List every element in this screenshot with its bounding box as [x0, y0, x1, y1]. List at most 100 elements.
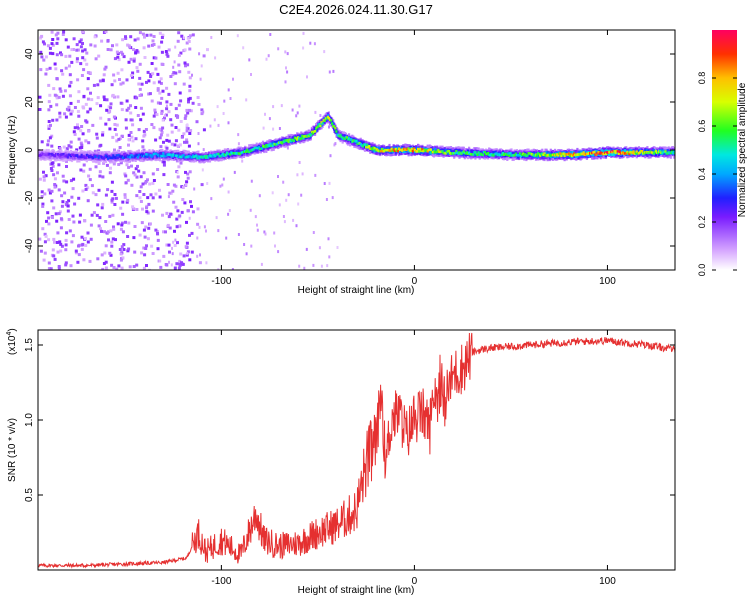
- noise-cell: [112, 266, 116, 269]
- noise-cell: [229, 97, 232, 100]
- noise-cell: [88, 71, 92, 75]
- noise-cell: [58, 210, 62, 214]
- ridge-cell: [86, 154, 89, 157]
- noise-cell: [90, 184, 94, 188]
- ridge-cell: [535, 154, 539, 157]
- noise-cell: [143, 56, 147, 59]
- noise-cell: [146, 178, 149, 182]
- noise-cell: [122, 55, 126, 59]
- noise-cell: [65, 231, 69, 235]
- noise-cell: [202, 128, 206, 132]
- noise-cell: [48, 51, 52, 55]
- ridge-cell: [107, 157, 110, 160]
- ridge-cell: [671, 152, 674, 155]
- ridge-cell: [257, 146, 260, 149]
- ridge-cell: [514, 152, 517, 156]
- noise-cell: [101, 131, 105, 134]
- noise-cell: [109, 229, 113, 233]
- ridge-cell: [246, 148, 249, 152]
- noise-cell: [64, 203, 68, 207]
- noise-cell: [64, 243, 68, 247]
- noise-cell: [72, 177, 76, 181]
- ridge-cell: [115, 154, 118, 157]
- noise-cell: [135, 194, 139, 198]
- noise-cell: [200, 108, 204, 112]
- noise-cell: [86, 199, 90, 203]
- snr-x-label: Height of straight line (km): [298, 585, 415, 596]
- ridge-cell: [416, 150, 419, 153]
- noise-cell: [188, 89, 192, 93]
- ridge-cell: [441, 150, 444, 153]
- noise-cell: [219, 184, 222, 188]
- noise-cell: [84, 183, 88, 187]
- noise-cell: [48, 93, 52, 97]
- spectrogram-marks: [38, 30, 675, 270]
- noise-cell: [295, 224, 298, 228]
- noise-cell: [62, 145, 66, 149]
- noise-cell: [147, 202, 151, 206]
- noise-cell: [80, 146, 84, 149]
- noise-cell: [134, 137, 138, 141]
- noise-cell: [103, 251, 107, 255]
- noise-cell: [104, 220, 108, 223]
- noise-cell: [101, 202, 105, 206]
- noise-cell: [82, 169, 86, 173]
- noise-cell: [167, 243, 171, 247]
- noise-cell: [65, 165, 68, 168]
- noise-cell: [42, 258, 46, 262]
- noise-cell: [81, 132, 85, 136]
- noise-cell: [187, 40, 191, 43]
- noise-cell: [138, 87, 142, 91]
- noise-cell: [57, 212, 61, 216]
- ridge-cell: [509, 152, 512, 155]
- noise-cell: [79, 168, 83, 172]
- noise-cell: [191, 33, 195, 37]
- ridge-cell: [651, 151, 654, 155]
- noise-cell: [65, 160, 68, 163]
- noise-cell: [51, 118, 55, 122]
- snr-scale-suffix: ): [7, 328, 18, 331]
- noise-cell: [136, 114, 140, 117]
- noise-cell: [104, 266, 108, 270]
- noise-cell: [121, 38, 125, 42]
- chart-title: C2E4.2026.024.11.30.G17: [279, 2, 433, 17]
- noise-cell: [70, 195, 74, 199]
- noise-cell: [165, 107, 169, 111]
- y-tick-label: 0: [24, 147, 35, 153]
- noise-cell: [167, 215, 171, 219]
- noise-cell: [328, 70, 331, 74]
- noise-cell: [84, 244, 88, 247]
- ridge-cell: [421, 148, 424, 151]
- noise-cell: [179, 120, 183, 123]
- noise-cell: [176, 39, 180, 43]
- noise-cell: [119, 227, 123, 231]
- ridge-cell: [317, 125, 320, 128]
- noise-cell: [133, 250, 137, 254]
- ridge-cell: [116, 156, 119, 160]
- noise-cell: [188, 76, 192, 80]
- noise-cell: [141, 112, 145, 116]
- noise-cell: [96, 203, 100, 207]
- noise-cell: [309, 41, 312, 45]
- noise-cell: [190, 204, 193, 208]
- noise-cell: [205, 229, 207, 233]
- noise-cell: [112, 115, 116, 119]
- noise-cell: [50, 169, 54, 172]
- ridge-cell: [476, 153, 479, 156]
- noise-cell: [60, 204, 64, 208]
- noise-cell: [95, 102, 99, 106]
- noise-cell: [120, 223, 124, 227]
- noise-cell: [278, 127, 281, 130]
- noise-cell: [107, 238, 110, 242]
- noise-cell: [250, 73, 252, 76]
- noise-cell: [264, 112, 266, 116]
- ridge-cell: [597, 151, 600, 154]
- noise-cell: [111, 44, 114, 48]
- ridge-cell: [380, 148, 384, 151]
- noise-cell: [189, 109, 193, 113]
- noise-cell: [297, 202, 300, 206]
- noise-cell: [69, 264, 73, 268]
- ridge-cell: [266, 145, 269, 148]
- noise-cell: [104, 30, 108, 34]
- noise-cell: [113, 95, 116, 99]
